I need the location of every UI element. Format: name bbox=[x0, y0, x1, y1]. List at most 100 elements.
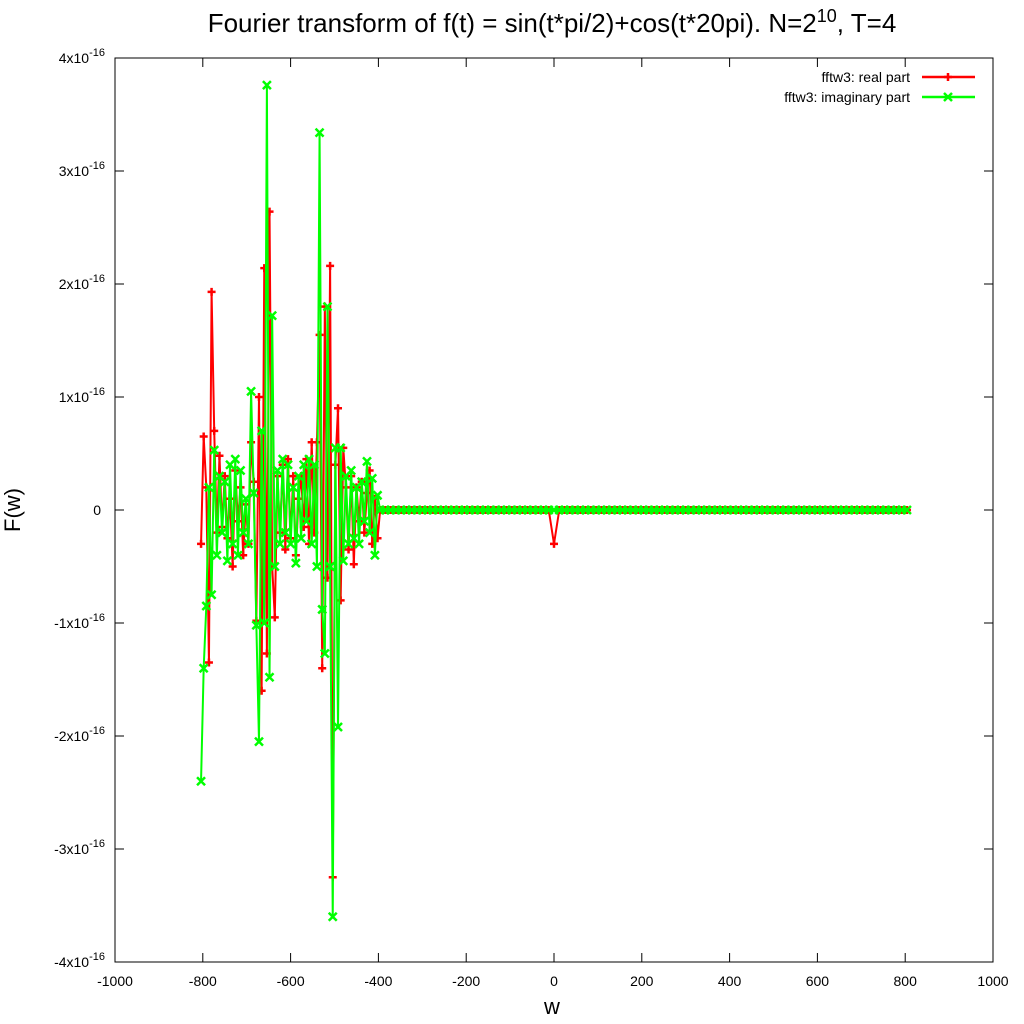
data-point bbox=[301, 516, 312, 527]
data-point bbox=[272, 465, 283, 476]
data-point bbox=[219, 476, 230, 487]
legend-label: fftw3: imaginary part bbox=[784, 89, 910, 105]
data-point bbox=[550, 539, 558, 548]
y-tick-label: -3x10-16 bbox=[54, 838, 105, 857]
data-point bbox=[256, 426, 267, 436]
y-tick-base: 1x10 bbox=[59, 389, 90, 405]
data-point bbox=[206, 589, 217, 600]
data-point bbox=[372, 490, 383, 501]
data-point bbox=[333, 722, 343, 732]
data-point bbox=[344, 545, 353, 554]
data-point bbox=[360, 528, 369, 537]
y-tick-exponent: -16 bbox=[89, 951, 105, 963]
data-point bbox=[270, 613, 279, 622]
x-tick-label: 800 bbox=[894, 973, 918, 989]
data-point bbox=[204, 482, 214, 493]
y-tick-exponent: -16 bbox=[89, 612, 105, 624]
data-point bbox=[306, 539, 317, 549]
data-point bbox=[262, 80, 272, 91]
data-point bbox=[275, 539, 285, 549]
y-tick-label: -1x10-16 bbox=[54, 612, 105, 631]
data-point bbox=[289, 472, 298, 481]
y-tick-exponent: -16 bbox=[89, 273, 105, 285]
data-point bbox=[312, 561, 322, 572]
data-point bbox=[233, 550, 243, 561]
data-point bbox=[209, 445, 220, 455]
title-tail: , T=4 bbox=[837, 8, 897, 38]
data-point bbox=[354, 539, 364, 549]
y-tick-exponent: -16 bbox=[89, 838, 105, 850]
data-point bbox=[204, 658, 213, 667]
x-tick-label: 0 bbox=[550, 973, 558, 989]
data-point bbox=[220, 472, 229, 481]
data-point bbox=[362, 456, 372, 467]
data-point bbox=[201, 601, 212, 611]
data-point bbox=[362, 489, 371, 498]
data-point bbox=[338, 555, 349, 566]
data-point bbox=[246, 386, 256, 397]
data-point bbox=[215, 451, 224, 460]
data-point bbox=[248, 488, 259, 498]
data-point bbox=[370, 550, 380, 561]
data-point bbox=[325, 561, 335, 572]
x-tick-label: 400 bbox=[718, 973, 742, 989]
y-tick-base: -1x10 bbox=[54, 615, 89, 631]
data-point bbox=[269, 561, 280, 572]
data-point bbox=[318, 664, 327, 673]
data-point bbox=[309, 459, 320, 470]
x-tick-label: -400 bbox=[364, 973, 392, 989]
y-tick-base: 3x10 bbox=[59, 163, 90, 179]
data-point bbox=[319, 648, 330, 659]
data-point bbox=[227, 539, 238, 549]
data-point bbox=[326, 261, 335, 270]
y-tick-label: 1x10-16 bbox=[59, 386, 105, 405]
x-tick-label: 200 bbox=[630, 973, 654, 989]
data-point bbox=[335, 442, 346, 453]
data-point bbox=[251, 620, 262, 631]
y-tick-base: -2x10 bbox=[54, 728, 89, 744]
x-tick-label: -800 bbox=[189, 973, 217, 989]
data-point bbox=[240, 493, 251, 504]
y-tick-exponent: -16 bbox=[89, 725, 105, 737]
data-point bbox=[902, 505, 912, 515]
data-point bbox=[290, 558, 301, 568]
data-point bbox=[359, 516, 370, 527]
title-main: Fourier transform of f(t) = sin(t*pi/2)+… bbox=[208, 8, 817, 38]
y-tick-base: 4x10 bbox=[59, 50, 90, 66]
data-point bbox=[217, 527, 227, 538]
data-point bbox=[254, 393, 263, 401]
y-tick-label: 3x10-16 bbox=[59, 160, 105, 179]
data-point bbox=[211, 550, 222, 561]
data-point bbox=[315, 330, 324, 339]
data-point bbox=[283, 459, 293, 470]
legend-marker bbox=[943, 92, 953, 102]
data-point bbox=[322, 301, 333, 312]
data-point bbox=[222, 555, 233, 566]
data-point bbox=[235, 465, 246, 476]
data-point bbox=[230, 454, 241, 465]
data-point bbox=[197, 539, 206, 548]
x-tick-label: 600 bbox=[806, 973, 830, 989]
data-point bbox=[314, 127, 325, 138]
legend-label: fftw3: real part bbox=[822, 69, 911, 85]
data-point bbox=[288, 482, 299, 493]
x-tick-label: -200 bbox=[452, 973, 480, 989]
x-tick-label: -600 bbox=[277, 973, 305, 989]
y-tick-label: 4x10-16 bbox=[59, 47, 105, 66]
chart-title: Fourier transform of f(t) = sin(t*pi/2)+… bbox=[208, 6, 897, 38]
y-tick-exponent: -16 bbox=[89, 160, 105, 172]
data-point bbox=[327, 911, 338, 922]
data-point bbox=[346, 465, 357, 476]
data-point bbox=[210, 426, 219, 435]
y-tick-base: 2x10 bbox=[59, 276, 90, 292]
data-point bbox=[264, 672, 275, 683]
y-tick-label: -4x10-16 bbox=[54, 951, 105, 970]
data-point bbox=[280, 527, 291, 538]
data-point bbox=[207, 287, 216, 296]
x-tick-label: -1000 bbox=[97, 973, 133, 989]
x-axis-label: w bbox=[543, 994, 560, 1019]
title-sup: 10 bbox=[817, 6, 837, 26]
data-point bbox=[239, 551, 248, 560]
data-point bbox=[198, 663, 209, 674]
